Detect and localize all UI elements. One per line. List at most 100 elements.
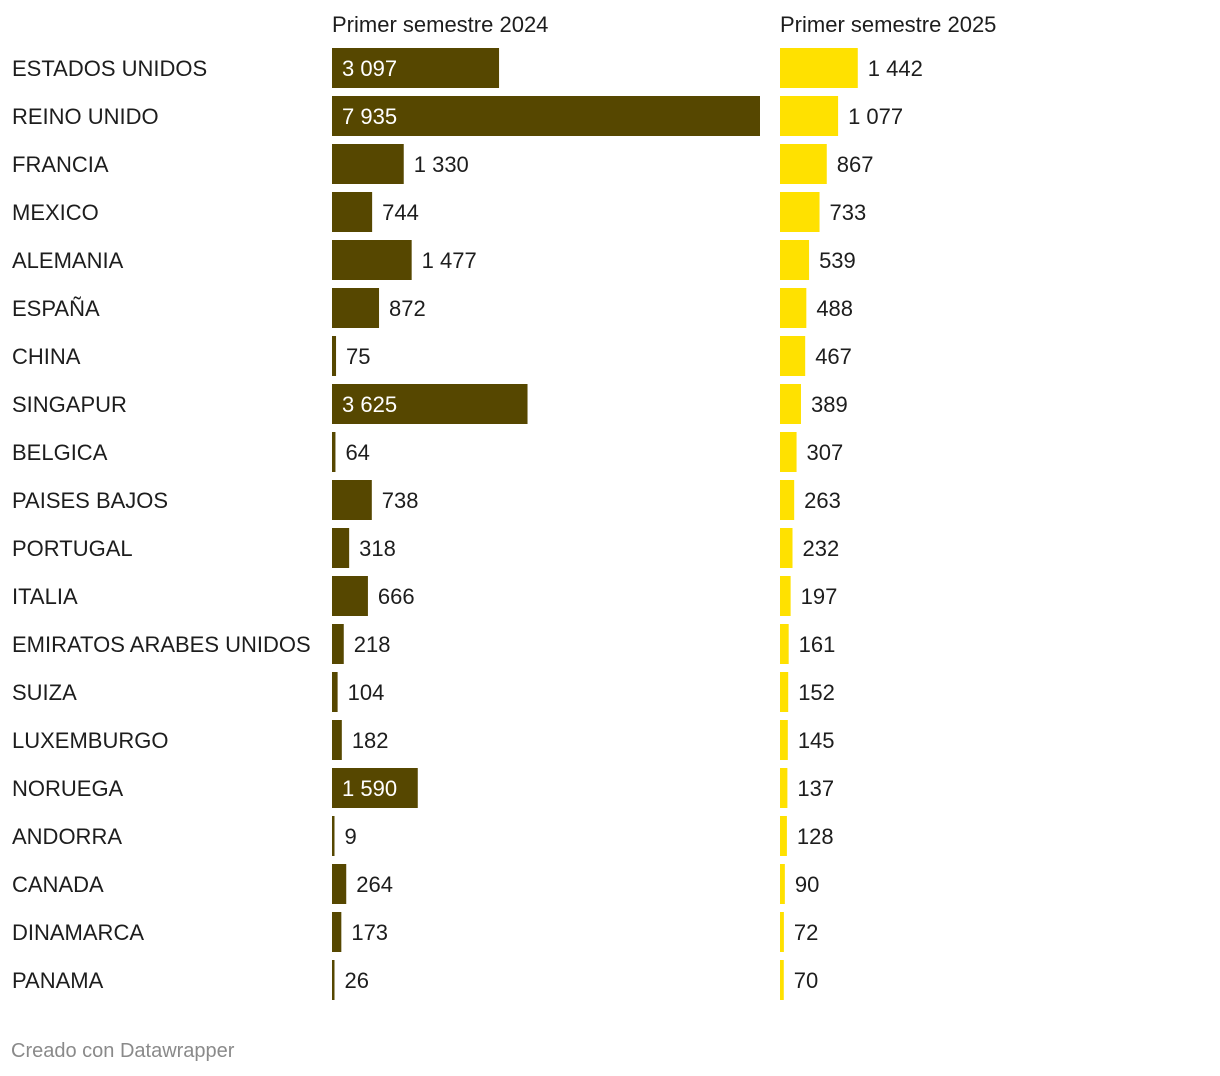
bar xyxy=(780,240,810,280)
value-label: 867 xyxy=(837,152,874,177)
bar xyxy=(332,576,368,616)
column-header: Primer semestre 2025 xyxy=(780,12,996,37)
bar xyxy=(332,864,347,904)
bar xyxy=(780,384,801,424)
bar xyxy=(780,912,784,952)
value-label: 104 xyxy=(348,680,385,705)
bar xyxy=(780,576,791,616)
bar xyxy=(332,96,760,136)
value-label: 666 xyxy=(378,584,415,609)
value-label: 744 xyxy=(382,200,419,225)
value-label: 1 590 xyxy=(342,776,397,801)
bar xyxy=(332,144,404,184)
value-label: 307 xyxy=(807,440,844,465)
bar xyxy=(780,432,797,472)
category-label: CHINA xyxy=(12,344,81,369)
value-label: 232 xyxy=(803,536,840,561)
value-label: 263 xyxy=(804,488,841,513)
bar xyxy=(332,528,350,568)
value-label: 70 xyxy=(794,968,818,993)
category-label: SINGAPUR xyxy=(12,392,127,417)
bar xyxy=(780,192,820,232)
value-label: 173 xyxy=(351,920,388,945)
credit-text: Creado con Datawrapper xyxy=(11,1040,235,1062)
value-label: 872 xyxy=(389,296,426,321)
category-label: SUIZA xyxy=(12,680,77,705)
value-label: 1 477 xyxy=(422,248,477,273)
value-label: 733 xyxy=(830,200,867,225)
bar xyxy=(780,528,793,568)
category-label: ITALIA xyxy=(12,584,78,609)
value-label: 128 xyxy=(797,824,834,849)
value-label: 1 442 xyxy=(868,56,923,81)
bar xyxy=(780,720,788,760)
bar xyxy=(332,816,335,856)
bar xyxy=(332,48,500,88)
value-label: 197 xyxy=(801,584,838,609)
category-label: PAISES BAJOS xyxy=(12,488,168,513)
value-label: 3 625 xyxy=(342,392,397,417)
value-label: 539 xyxy=(819,248,856,273)
category-label: REINO UNIDO xyxy=(12,104,159,129)
bar xyxy=(332,240,412,280)
value-label: 90 xyxy=(795,872,819,897)
bar xyxy=(780,960,784,1000)
bar xyxy=(332,432,336,472)
value-label: 182 xyxy=(352,728,389,753)
column-header: Primer semestre 2024 xyxy=(332,12,548,37)
category-label: FRANCIA xyxy=(12,152,109,177)
category-label: MEXICO xyxy=(12,200,99,225)
bar xyxy=(780,288,807,328)
bar xyxy=(780,672,789,712)
value-label: 1 330 xyxy=(414,152,469,177)
value-label: 72 xyxy=(794,920,818,945)
bar xyxy=(780,768,788,808)
value-label: 7 935 xyxy=(342,104,397,129)
value-label: 137 xyxy=(797,776,834,801)
bar xyxy=(332,672,338,712)
bar xyxy=(780,624,789,664)
value-label: 152 xyxy=(798,680,835,705)
value-label: 145 xyxy=(798,728,835,753)
category-label: PORTUGAL xyxy=(12,536,133,561)
value-label: 161 xyxy=(799,632,836,657)
bar-chart: Primer semestre 2024 Primer semestre 2025… xyxy=(12,12,996,1000)
value-label: 467 xyxy=(815,344,852,369)
category-label: CANADA xyxy=(12,872,104,897)
category-label: NORUEGA xyxy=(12,776,124,801)
category-label: LUXEMBURGO xyxy=(12,728,168,753)
bar xyxy=(332,768,418,808)
bar xyxy=(780,48,858,88)
bar xyxy=(332,288,380,328)
category-label: DINAMARCA xyxy=(12,920,144,945)
bar xyxy=(780,864,785,904)
bar xyxy=(332,720,342,760)
bar xyxy=(780,816,787,856)
category-label: BELGICA xyxy=(12,440,108,465)
value-label: 26 xyxy=(345,968,369,993)
value-label: 1 077 xyxy=(848,104,903,129)
bar xyxy=(332,624,344,664)
bar xyxy=(780,144,827,184)
value-label: 64 xyxy=(345,440,369,465)
category-label: ALEMANIA xyxy=(12,248,124,273)
bar xyxy=(780,336,806,376)
value-label: 9 xyxy=(345,824,357,849)
value-label: 3 097 xyxy=(342,56,397,81)
category-label: ESTADOS UNIDOS xyxy=(12,56,207,81)
bar xyxy=(332,336,337,376)
value-label: 75 xyxy=(346,344,370,369)
value-label: 318 xyxy=(359,536,396,561)
bar xyxy=(332,480,372,520)
bar xyxy=(332,192,373,232)
category-label: ESPAÑA xyxy=(12,296,100,321)
bar xyxy=(780,480,795,520)
category-label: EMIRATOS ARABES UNIDOS xyxy=(12,632,311,657)
category-label: ANDORRA xyxy=(12,824,122,849)
bar xyxy=(780,96,839,136)
value-label: 738 xyxy=(382,488,419,513)
bar xyxy=(332,912,342,952)
bar xyxy=(332,960,335,1000)
value-label: 488 xyxy=(816,296,853,321)
category-label: PANAMA xyxy=(12,968,104,993)
